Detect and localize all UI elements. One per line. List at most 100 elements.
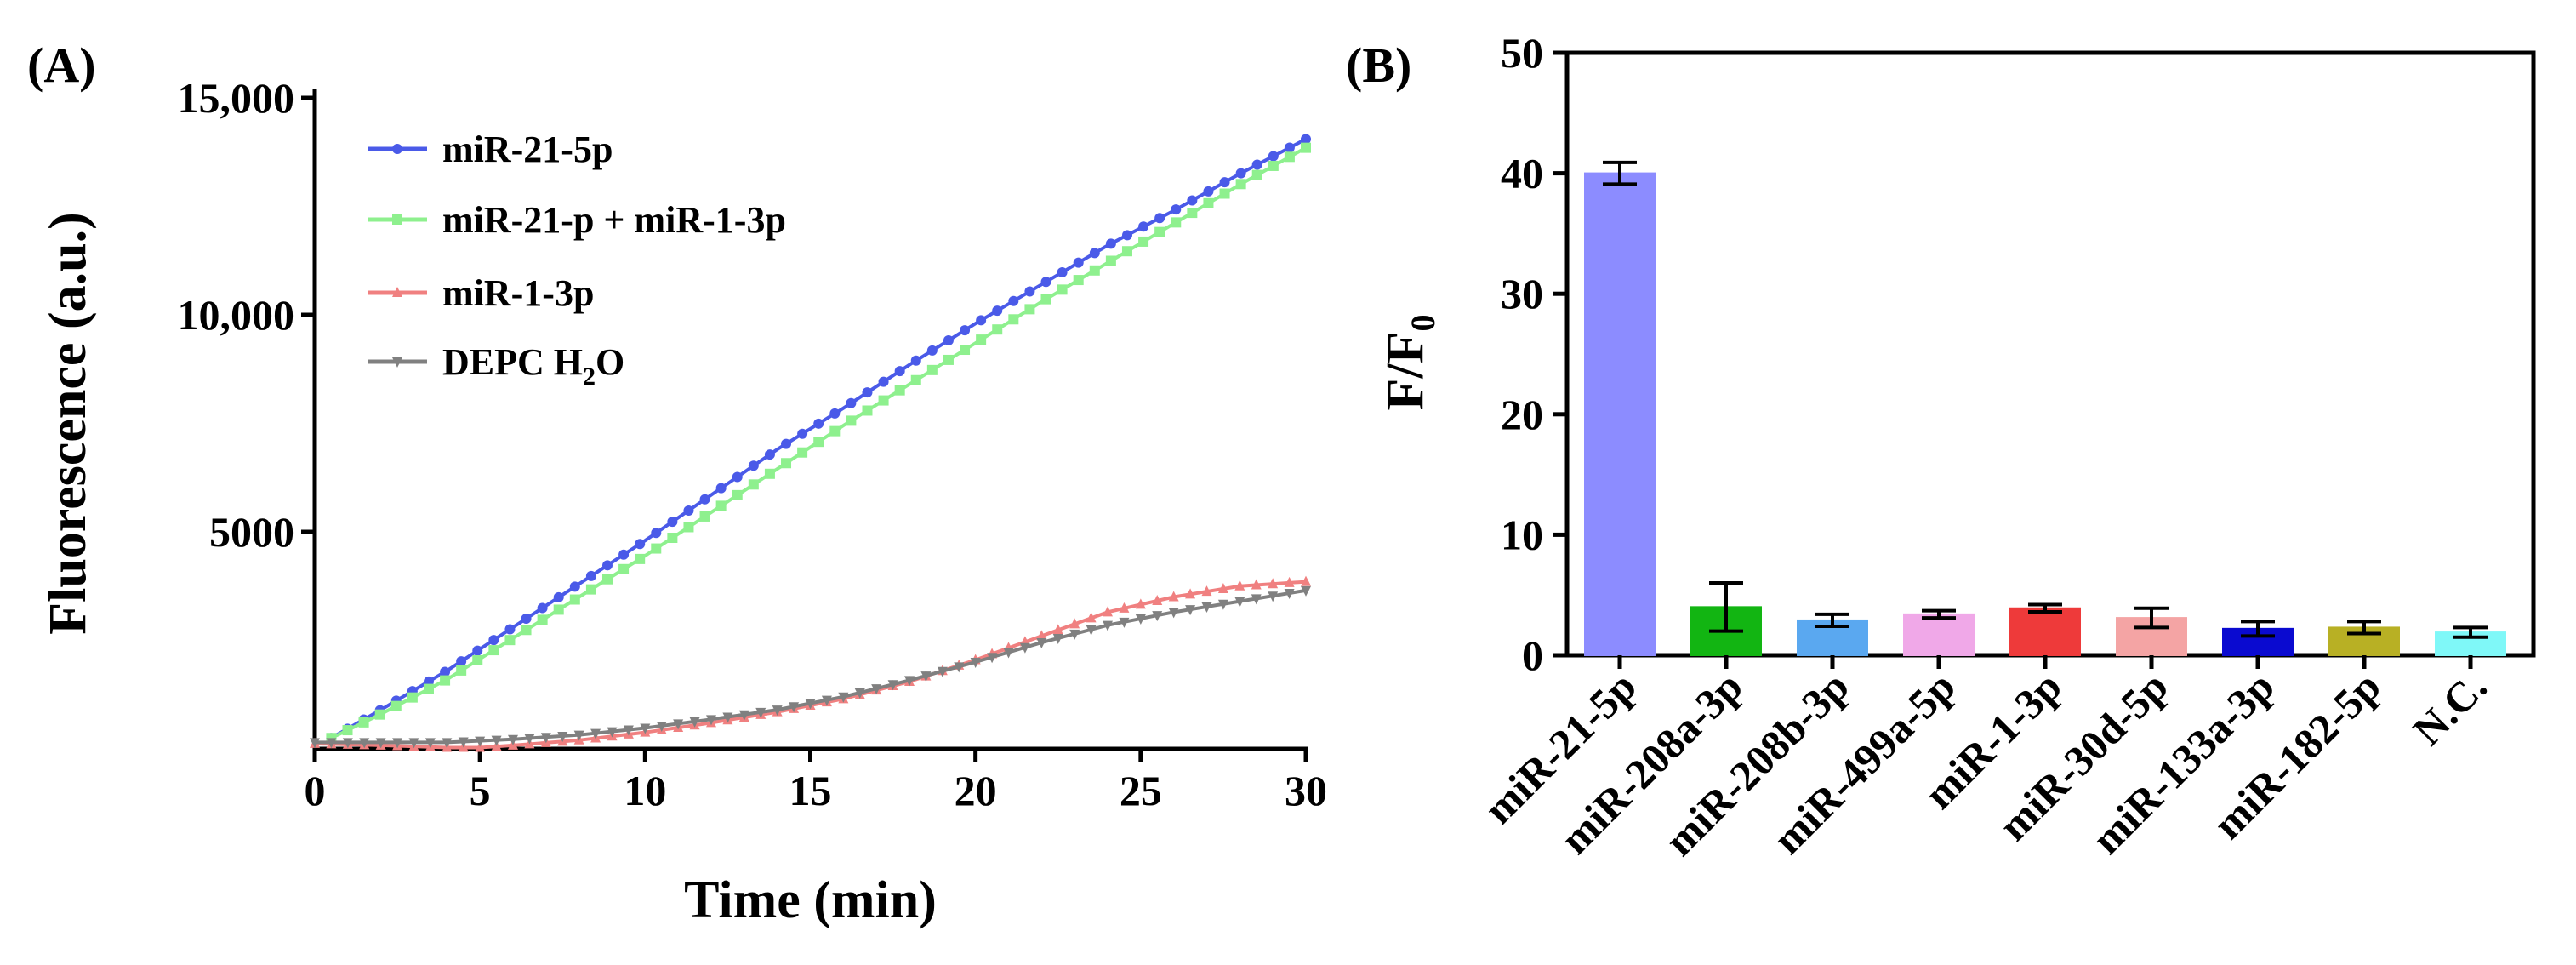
- panel-b-y-tick-label: 50: [1501, 29, 1543, 77]
- data-point: [407, 692, 418, 703]
- data-point: [954, 662, 965, 673]
- data-point: [521, 614, 532, 624]
- data-point: [960, 325, 971, 336]
- data-point: [1251, 594, 1262, 605]
- data-point: [1234, 580, 1245, 591]
- data-point: [1251, 169, 1262, 180]
- panel-a-x-tick-label: 5: [470, 767, 491, 814]
- data-point: [1284, 151, 1295, 163]
- data-point: [715, 500, 727, 511]
- data-point: [342, 725, 353, 736]
- panel-b-y-tick-label: 30: [1501, 270, 1543, 317]
- data-point: [607, 727, 618, 738]
- data-point: [491, 735, 502, 746]
- bar: [2009, 607, 2081, 656]
- panel-b-y-axis-title: F/F0: [1376, 315, 1442, 411]
- data-point: [635, 553, 646, 564]
- panel-b-bars: miR-21-5pmiR-208a-3pmiR-208b-3pmiR-499a-…: [1474, 160, 2506, 865]
- panel-a-x-tick-label: 25: [1120, 767, 1162, 814]
- data-point: [1024, 286, 1035, 297]
- data-point: [623, 725, 634, 736]
- data-point: [722, 712, 733, 723]
- data-point: [553, 591, 564, 602]
- data-point: [667, 533, 678, 544]
- data-point: [1217, 582, 1228, 593]
- data-point: [1105, 238, 1116, 249]
- data-point: [1086, 612, 1097, 623]
- data-point: [1301, 575, 1311, 586]
- data-point: [1185, 605, 1196, 616]
- bar-group-n-c: N.C.: [2403, 625, 2506, 755]
- data-point: [1040, 277, 1051, 288]
- data-point: [764, 449, 775, 460]
- data-point: [970, 658, 981, 668]
- data-point: [618, 549, 630, 560]
- panel-a-x-tick-label: 15: [789, 767, 832, 814]
- legend-label-depc-h2o: DEPC H2O: [442, 341, 624, 391]
- data-point: [1268, 578, 1279, 589]
- data-point: [569, 594, 580, 605]
- data-point: [813, 418, 824, 429]
- data-point: [821, 695, 832, 706]
- data-point: [1052, 633, 1063, 644]
- panel-b-axes: 0 10 20 30 40 50: [1501, 29, 2536, 679]
- panel-b-frame: [1564, 50, 2536, 658]
- data-point: [755, 707, 767, 718]
- data-point: [640, 723, 651, 734]
- data-point: [1138, 236, 1149, 247]
- data-point: [374, 709, 385, 720]
- panel-a: (A) 0 5 10 15 20 25 30 5000 10,000 15,000 Fluores…: [27, 37, 1327, 929]
- data-point: [359, 738, 370, 749]
- data-point: [789, 702, 800, 713]
- data-point: [732, 489, 743, 500]
- data-point: [1185, 588, 1196, 599]
- panel-a-x-axis-title: Time (min): [684, 871, 937, 929]
- legend-marker-mir-21-p-mir-1-3p: [392, 214, 402, 225]
- panel-b-y-tick-label: 40: [1501, 150, 1543, 197]
- data-point: [310, 738, 320, 749]
- panel-a-x-tick-label: 10: [624, 767, 666, 814]
- data-point: [472, 654, 483, 665]
- data-point: [408, 738, 419, 749]
- data-point: [699, 511, 710, 522]
- panel-b-y-tick-label: 20: [1501, 391, 1543, 438]
- data-point: [920, 671, 932, 682]
- data-point: [326, 738, 337, 749]
- data-point: [375, 738, 386, 749]
- data-point: [960, 345, 971, 356]
- data-point: [862, 405, 873, 416]
- panel-a-label: (A): [27, 37, 96, 93]
- data-point: [878, 395, 889, 406]
- data-point: [1187, 208, 1198, 219]
- data-point: [601, 574, 613, 585]
- data-point: [540, 733, 551, 744]
- data-point: [1219, 188, 1230, 199]
- panel-a-y-tick-label: 10,000: [178, 291, 295, 339]
- data-point: [521, 625, 532, 636]
- data-point: [1019, 642, 1030, 654]
- data-point: [862, 387, 873, 398]
- data-point: [440, 675, 451, 686]
- data-point: [683, 522, 694, 533]
- data-point: [1284, 589, 1295, 600]
- data-point: [1187, 195, 1198, 206]
- panel-a-series: [310, 134, 1311, 752]
- data-point: [440, 666, 451, 677]
- panel-b-y-title-main: F/F: [1376, 332, 1434, 411]
- panel-b-y-title-subscript: 0: [1404, 315, 1442, 332]
- data-point: [1121, 246, 1132, 257]
- data-point: [1119, 617, 1130, 628]
- data-point: [1008, 295, 1019, 306]
- legend-depc-tail: O: [596, 341, 624, 383]
- data-point: [894, 385, 905, 396]
- data-point: [910, 355, 921, 366]
- data-point: [1008, 314, 1019, 325]
- data-point: [342, 738, 353, 749]
- panel-b-label: (B): [1346, 37, 1411, 93]
- data-point: [585, 584, 596, 595]
- legend-label-mir-21-p-plus-mir-1-3p: miR-21-p + miR-1-3p: [442, 199, 786, 241]
- data-point: [1073, 257, 1084, 268]
- data-point: [456, 665, 467, 676]
- data-point: [472, 645, 483, 656]
- legend-marker-depc-h2o: [392, 357, 402, 368]
